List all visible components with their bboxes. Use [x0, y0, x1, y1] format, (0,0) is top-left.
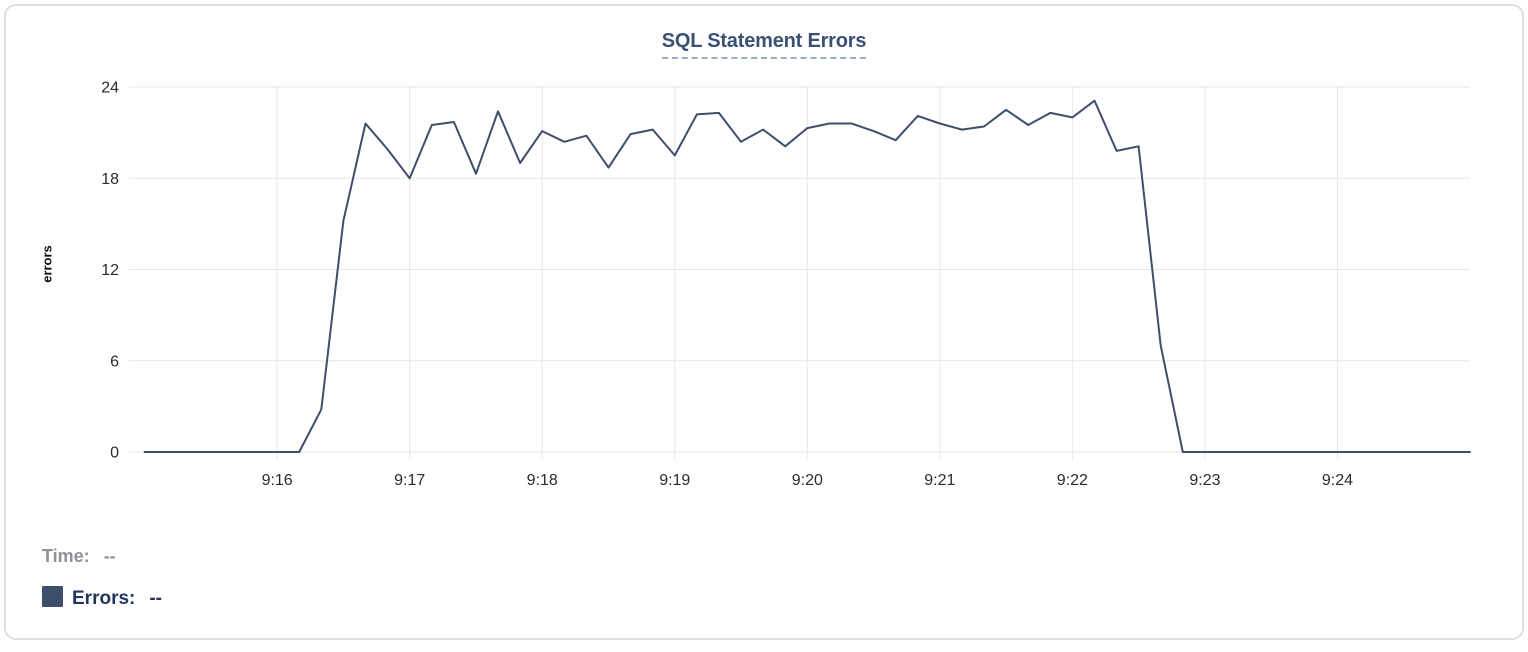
x-tick-label-9:16: 9:16	[262, 472, 293, 489]
chart-panel: 24 18 12 6 0 9:16 9:17 9:18 9:19 9:20 9:21 9:22 9:23…	[4, 4, 1524, 640]
y-axis-label: errors	[39, 245, 55, 283]
x-tick-label-9:18: 9:18	[527, 472, 558, 489]
sql-errors-chart[interactable]: 24 18 12 6 0 9:16 9:17 9:18 9:19 9:20 9:21 9:22 9:23…	[6, 6, 1522, 518]
legend-time-value: --	[103, 546, 116, 566]
x-tick-label-9:20: 9:20	[792, 472, 823, 489]
legend-errors-value: --	[149, 588, 163, 609]
x-tick-label-9:23: 9:23	[1189, 472, 1220, 489]
legend-errors-row: Errors: --	[42, 586, 162, 611]
x-tick-label-9:24: 9:24	[1322, 472, 1353, 489]
legend-time-label: Time:	[42, 546, 90, 566]
chart-header: SQL Statement Errors	[6, 30, 1522, 59]
y-tick-label-24: 24	[101, 80, 119, 97]
y-tick-label-0: 0	[110, 445, 119, 462]
x-tick-label-9:17: 9:17	[394, 472, 425, 489]
legend-time-row: Time: --	[42, 545, 116, 567]
x-tick-label-9:21: 9:21	[924, 472, 955, 489]
x-tick-label-9:22: 9:22	[1057, 472, 1088, 489]
y-tick-label-12: 12	[101, 262, 119, 279]
chart-title[interactable]: SQL Statement Errors	[661, 30, 866, 59]
errors-series-swatch	[42, 586, 63, 607]
legend-errors-label: Errors:	[72, 588, 136, 609]
y-tick-label-6: 6	[110, 353, 119, 370]
errors-series-line	[143, 99, 1471, 453]
x-tick-label-9:19: 9:19	[659, 472, 690, 489]
y-tick-label-18: 18	[101, 171, 119, 188]
